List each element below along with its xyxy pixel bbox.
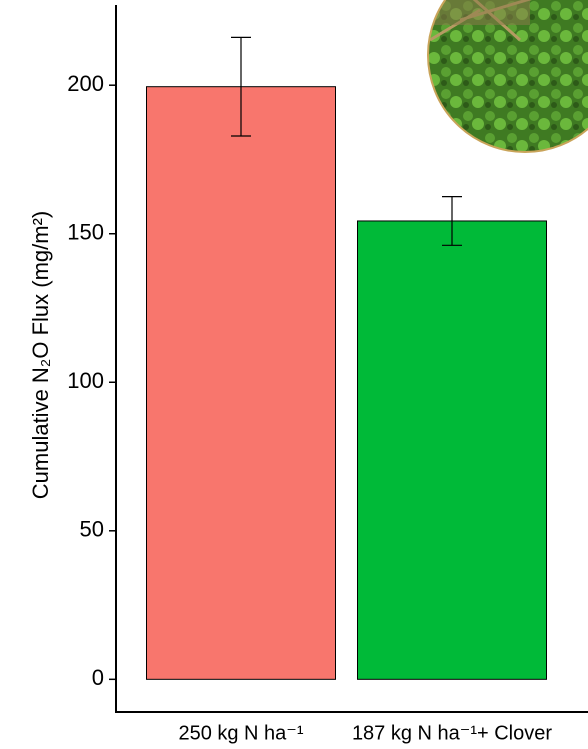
x-tick-label: 187 kg N ha⁻¹+ Clover [352, 722, 552, 744]
photo-inset [420, 0, 588, 160]
x-tick-label: 250 kg N ha⁻¹ [178, 722, 303, 744]
y-tick-label: 200 [67, 71, 104, 96]
y-tick-label: 50 [80, 517, 104, 542]
chart: Cumulative N₂O Flux (mg/m²) 0 50 100 150 200… [0, 0, 588, 749]
y-tick-label: 150 [67, 220, 104, 245]
bar [147, 87, 336, 680]
y-axis-label: Cumulative N₂O Flux (mg/m²) [28, 211, 53, 499]
y-tick-label: 100 [67, 368, 104, 393]
bar [358, 221, 547, 679]
y-tick-label: 0 [92, 665, 104, 690]
